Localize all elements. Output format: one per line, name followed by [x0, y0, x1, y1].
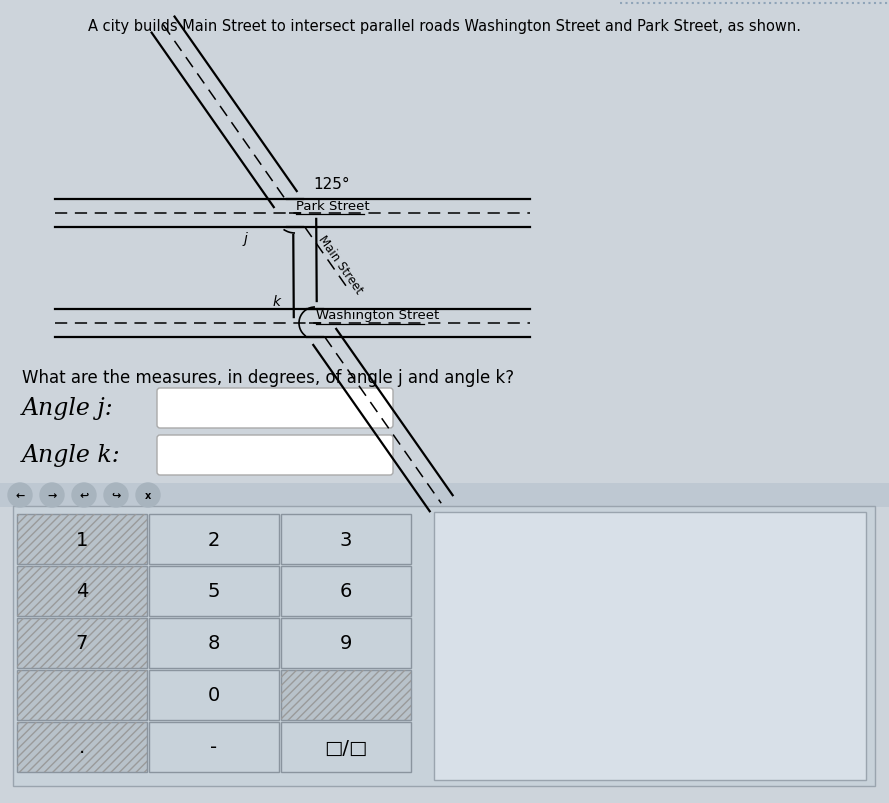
Text: 8: 8 [208, 634, 220, 653]
Text: 9: 9 [340, 634, 352, 653]
Text: 7: 7 [76, 634, 88, 653]
FancyBboxPatch shape [0, 483, 889, 507]
Circle shape [72, 483, 96, 507]
Text: x: x [145, 491, 151, 500]
FancyBboxPatch shape [149, 722, 279, 772]
Text: .: . [79, 738, 85, 756]
Text: Angle k:: Angle k: [22, 444, 121, 467]
Text: □/□: □/□ [324, 738, 368, 756]
Circle shape [8, 483, 32, 507]
Circle shape [40, 483, 64, 507]
Text: ←: ← [15, 491, 25, 500]
Text: ↩: ↩ [79, 491, 89, 500]
Text: 125°: 125° [313, 177, 349, 192]
Text: 0: 0 [208, 686, 220, 704]
FancyBboxPatch shape [13, 507, 875, 786]
Text: 4: 4 [76, 582, 88, 601]
FancyBboxPatch shape [149, 671, 279, 720]
Text: ↪: ↪ [111, 491, 121, 500]
Text: →: → [47, 491, 57, 500]
Text: k: k [273, 295, 281, 308]
Circle shape [136, 483, 160, 507]
Text: Park Street: Park Street [295, 199, 369, 212]
Text: 1: 1 [76, 530, 88, 548]
FancyBboxPatch shape [149, 515, 279, 565]
FancyBboxPatch shape [281, 671, 411, 720]
FancyBboxPatch shape [149, 618, 279, 668]
FancyBboxPatch shape [434, 512, 866, 780]
FancyBboxPatch shape [281, 566, 411, 616]
Text: Angle j:: Angle j: [22, 397, 114, 420]
FancyBboxPatch shape [17, 566, 147, 616]
FancyBboxPatch shape [17, 515, 147, 565]
Text: 5: 5 [208, 582, 220, 601]
Text: Main Street: Main Street [316, 233, 365, 296]
FancyBboxPatch shape [157, 435, 393, 475]
Text: -: - [211, 738, 218, 756]
FancyBboxPatch shape [17, 722, 147, 772]
Text: j: j [243, 232, 247, 246]
Text: 3: 3 [340, 530, 352, 548]
FancyBboxPatch shape [149, 566, 279, 616]
Circle shape [104, 483, 128, 507]
FancyBboxPatch shape [281, 722, 411, 772]
Text: 2: 2 [208, 530, 220, 548]
Text: What are the measures, in degrees, of angle j and angle k?: What are the measures, in degrees, of an… [22, 369, 514, 386]
FancyBboxPatch shape [17, 618, 147, 668]
Text: A city builds Main Street to intersect parallel roads Washington Street and Park: A city builds Main Street to intersect p… [87, 19, 800, 34]
FancyBboxPatch shape [281, 618, 411, 668]
FancyBboxPatch shape [17, 671, 147, 720]
Text: Washington Street: Washington Street [316, 309, 439, 322]
FancyBboxPatch shape [281, 515, 411, 565]
FancyBboxPatch shape [157, 389, 393, 429]
Text: 6: 6 [340, 582, 352, 601]
